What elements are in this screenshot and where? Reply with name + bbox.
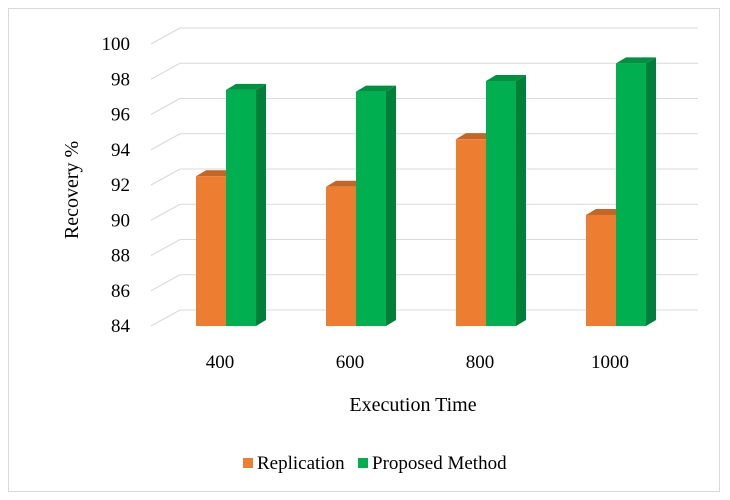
bar-front <box>616 63 646 326</box>
x-tick-label: 600 <box>336 352 365 373</box>
y-tick-label: 92 <box>111 175 130 196</box>
gridline-depth <box>150 62 181 80</box>
bar-side <box>646 57 656 326</box>
legend-item-proposed-method: Proposed Method <box>358 453 507 474</box>
x-axis-title: Execution Time <box>349 394 476 416</box>
bar-side <box>256 83 266 326</box>
y-axis-ticks: 84 86 88 90 92 94 96 98 100 <box>102 34 131 337</box>
bar-top <box>486 75 526 82</box>
legend-swatch <box>358 458 368 468</box>
bar-side <box>386 85 396 327</box>
y-tick-label: 90 <box>111 210 130 231</box>
legend-item-replication: Replication <box>243 453 345 474</box>
x-axis-ticks: 400 600 800 1000 <box>206 352 629 373</box>
gridline-depth <box>150 203 181 221</box>
y-tick-label: 88 <box>111 246 130 267</box>
bar-front <box>196 176 226 326</box>
y-tick-label: 84 <box>111 316 131 337</box>
bar-proposed-method-1000 <box>616 57 656 326</box>
bar-front <box>456 139 486 326</box>
bar-front <box>586 214 616 326</box>
gridline-depth <box>150 27 181 45</box>
legend-label: Replication <box>257 453 345 474</box>
x-tick-label: 1000 <box>591 352 629 373</box>
bar-front <box>486 81 516 326</box>
gridline-depth <box>150 98 181 115</box>
bar-proposed-method-600 <box>356 85 396 327</box>
bar-proposed-method-400 <box>226 83 266 326</box>
gridline-depth <box>150 133 181 151</box>
bar-side <box>516 75 526 326</box>
bar-top <box>616 57 656 64</box>
bar-proposed-method-800 <box>486 75 526 326</box>
bar-front <box>356 91 386 327</box>
x-tick-label: 800 <box>466 352 495 373</box>
y-tick-label: 100 <box>102 34 131 55</box>
legend: Replication Proposed Method <box>243 453 507 474</box>
legend-swatch <box>243 458 253 468</box>
y-axis-title: Recovery % <box>61 141 83 239</box>
bar-front <box>326 186 356 326</box>
bar-top <box>356 85 396 92</box>
y-tick-label: 96 <box>111 105 130 126</box>
y-tick-label: 86 <box>111 281 130 302</box>
y-tick-label: 98 <box>111 69 130 90</box>
x-tick-label: 400 <box>206 352 235 373</box>
gridline-depth <box>150 309 181 327</box>
legend-label: Proposed Method <box>372 453 507 474</box>
gridline-depth <box>150 239 181 256</box>
y-tick-label: 94 <box>111 140 131 161</box>
gridline-depth <box>150 168 181 186</box>
bar-front <box>226 89 256 326</box>
bars <box>196 57 656 327</box>
gridline-depth <box>150 274 181 292</box>
bar-top <box>226 83 266 90</box>
